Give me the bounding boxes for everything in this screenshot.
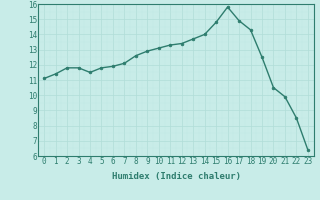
- X-axis label: Humidex (Indice chaleur): Humidex (Indice chaleur): [111, 172, 241, 181]
